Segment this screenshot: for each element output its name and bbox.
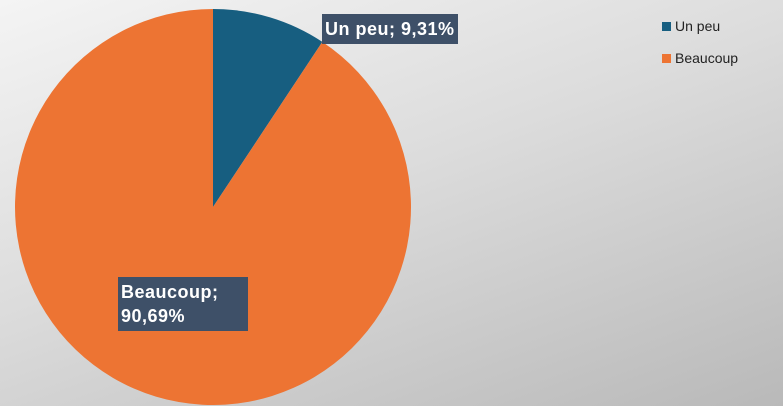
pie-slice <box>15 9 412 406</box>
data-label: Un peu; 9,31% <box>322 14 458 44</box>
pie-slice <box>213 9 323 207</box>
legend-label: Un peu <box>675 18 721 34</box>
legend-item: Beaucoup <box>662 50 738 66</box>
legend-swatch <box>662 21 671 31</box>
data-label: Beaucoup; 90,69% <box>118 277 248 331</box>
legend-label: Beaucoup <box>675 50 739 66</box>
legend-item: Un peu <box>662 18 720 34</box>
legend-swatch <box>662 53 671 63</box>
